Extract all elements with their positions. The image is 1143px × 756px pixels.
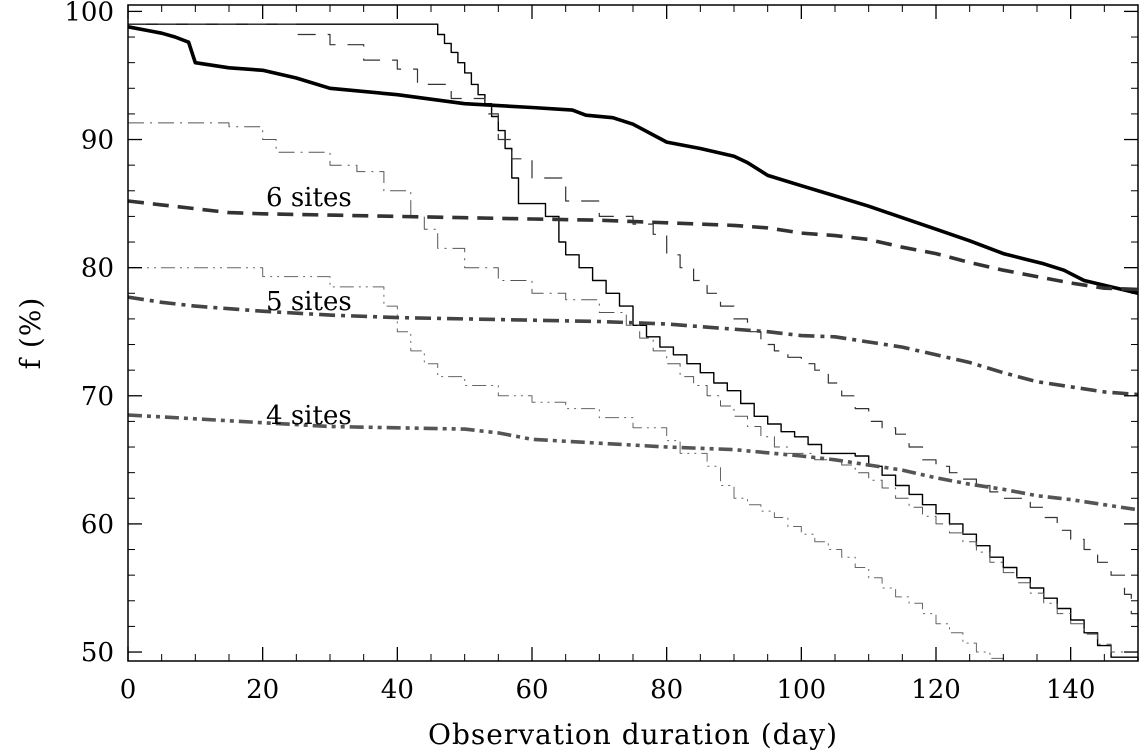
series-layer	[127, 23, 1139, 661]
plot-frame	[127, 4, 1139, 662]
series-line-5	[127, 25, 1139, 296]
series-annotation-3: 4 sites	[266, 401, 352, 431]
series-line-4	[128, 267, 1004, 661]
series-line-8	[127, 413, 1139, 512]
x-tick-label: 20	[246, 675, 279, 705]
series-line-1	[128, 23, 1139, 661]
x-tick-label: 40	[381, 675, 414, 705]
series-annotation-1: 6 sites	[266, 183, 352, 213]
x-tick-label: 60	[515, 675, 548, 705]
y-tick-label: 90	[81, 126, 114, 156]
series-line-2	[128, 23, 1139, 633]
tick-labels-layer: 0 20 40 60 80 100 120 140 50 60 70 80 90 100	[64, 0, 1095, 705]
y-tick-label: 70	[81, 382, 114, 412]
y-tick-label: 60	[81, 510, 114, 540]
x-tick-label: 80	[650, 675, 683, 705]
annotations-layer: 6 sites 5 sites 4 sites	[266, 183, 352, 431]
x-tick-label: 0	[120, 675, 137, 705]
y-axis-label: f (%)	[14, 297, 47, 370]
y-tick-label: 100	[64, 0, 114, 27]
y-tick-label: 50	[81, 638, 114, 668]
x-tick-label: 120	[911, 675, 961, 705]
x-tick-label: 100	[777, 675, 827, 705]
series-annotation-2: 5 sites	[266, 287, 352, 317]
x-tick-label: 140	[1046, 675, 1096, 705]
ticks-layer	[127, 5, 1138, 661]
series-line-7	[127, 295, 1139, 397]
series-line-6	[127, 199, 1139, 292]
x-axis-label: Observation duration (day)	[428, 718, 838, 751]
y-tick-label: 80	[81, 254, 114, 284]
